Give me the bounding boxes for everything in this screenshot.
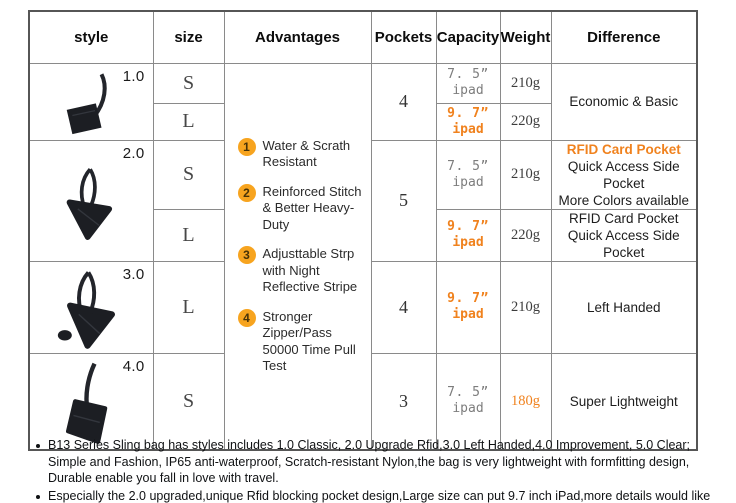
advantage-number-badge: 3 [237,246,256,265]
difference-cell: Super Lightweight [550,352,698,451]
weight-cell: 210g [499,260,552,354]
advantage-item: 4 Stronger Zipper/Pass 50000 Time Pull T… [237,308,371,375]
advantage-text: Reinforced Stitch & Better Heavy-Duty [262,183,362,232]
col-header-capacity: Capacity [435,10,501,64]
table-row: 4.0 S 3 7. 5” ipad 180g Super Lightweigh… [28,352,698,451]
pockets-cell: 5 [370,139,437,262]
col-header-style: style [28,10,154,64]
list-item: Especially the 2.0 upgraded,unique Rfid … [36,488,714,503]
advantages-list: 1 Water & Scrath Resistant 2 Reinforced … [225,137,371,375]
style-cell-3-0: 3.0 [28,260,154,354]
style-version-label: 2.0 [122,144,145,162]
advantage-number-badge: 4 [237,308,256,327]
advantage-text: Stronger Zipper/Pass 50000 Time Pull Tes… [262,308,356,374]
col-header-size: size [152,10,225,64]
sling-bag-image-2-0 [66,167,113,240]
capacity-cell: 9. 7” ipad [435,102,501,141]
sling-bag-image-3-0 [58,271,116,349]
weight-cell: 220g [499,208,552,262]
bullet-icon [36,444,40,448]
bullet-icon [36,494,40,499]
table-row: 1.0 S 1 Water & Scrath Resistant [28,62,698,451]
advantage-item: 3 Adjusttable Strp with Night Reflective… [237,246,371,296]
capacity-cell: 9. 7” ipad [435,208,501,262]
col-header-advantages: Advantages [223,10,372,64]
col-header-difference: Difference [550,10,698,64]
capacity-cell: 7. 5” ipad [435,352,501,451]
comparison-table: style size Advantages Pockets Capacity W… [28,10,698,451]
style-cell-4-0: 4.0 [28,352,154,451]
style-version-label: 1.0 [122,67,145,85]
weight-cell: 180g [499,352,552,451]
note-text: B13 Series Sling bag has styles includes… [48,438,691,485]
sling-bag-image-1-0 [66,72,107,134]
note-text-part: Especially the 2.0 upgraded,unique Rfid … [48,488,711,503]
size-cell: L [152,260,225,354]
difference-cell: RFID Card Pocket Quick Access Side Pocke… [550,139,698,210]
col-header-pockets: Pockets [370,10,437,64]
header-row: style size Advantages Pockets Capacity W… [28,10,698,64]
pockets-cell: 3 [370,352,437,451]
advantage-number-badge: 2 [237,183,256,202]
table-row: 3.0 L 4 9. 7” ipad 210g Left Hande [28,260,698,354]
advantage-text: Water & Scrath Resistant [262,137,351,170]
weight-cell: 210g [499,62,552,104]
style-version-label: 3.0 [122,265,145,283]
note-text: Especially the 2.0 upgraded,unique Rfid … [48,488,714,503]
weight-cell: 210g [499,139,552,210]
capacity-cell: 7. 5” ipad [435,62,501,104]
col-header-weight: Weight [499,10,552,64]
capacity-cell: 7. 5” ipad [435,139,501,210]
difference-cell: Economic & Basic [550,62,698,141]
size-cell: S [152,62,225,104]
difference-cell: Left Handed [550,260,698,354]
size-cell: L [152,102,225,141]
style-cell-2-0: 2.0 [28,139,154,262]
table-row: L 9. 7” ipad 220g RFID Card Pocket Quick… [29,208,698,262]
pockets-cell: 4 [370,260,437,354]
list-item: B13 Series Sling bag has styles includes… [36,437,714,487]
capacity-cell: 9. 7” ipad [435,260,501,354]
pockets-cell: 4 [370,62,437,141]
table-row: L 9. 7” ipad 220g [29,102,697,141]
table-row: 2.0 S 5 7. 5” ipad 210g RFID Card Po [28,139,698,262]
footnotes: B13 Series Sling bag has styles includes… [36,437,714,503]
size-cell: L [152,208,225,262]
weight-cell: 220g [499,102,552,141]
advantage-text: Adjusttable Strp with Night Reflective S… [262,246,358,295]
sling-bag-image-4-0 [66,362,108,445]
advantage-number-badge: 1 [237,137,256,156]
advantages-cell: 1 Water & Scrath Resistant 2 Reinforced … [223,62,372,451]
size-cell: S [152,139,225,210]
difference-cell: RFID Card Pocket Quick Access Side Pocke… [550,208,698,262]
advantage-item: 2 Reinforced Stitch & Better Heavy-Duty [237,183,371,234]
size-cell: S [152,352,225,451]
advantage-item: 1 Water & Scrath Resistant [237,137,371,171]
style-version-label: 4.0 [122,357,145,375]
style-cell-1-0: 1.0 [28,62,154,141]
